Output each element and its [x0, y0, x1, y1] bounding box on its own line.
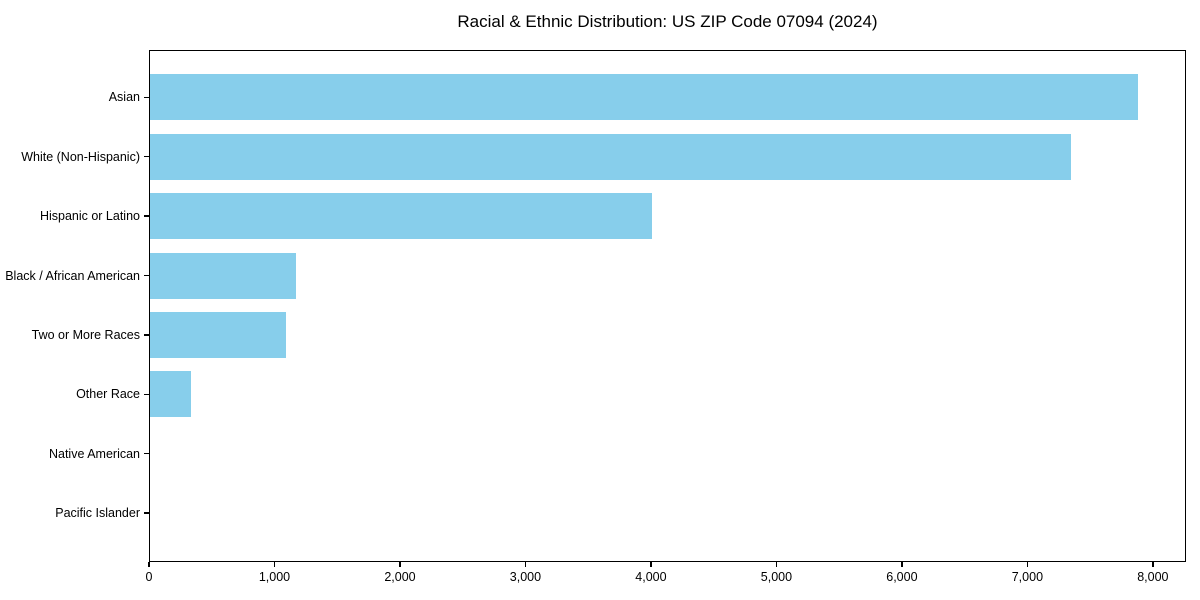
x-tick: [650, 562, 652, 567]
x-tick: [1152, 562, 1154, 567]
y-tick-label: Other Race: [76, 387, 140, 402]
x-tick-label: 3,000: [509, 570, 542, 584]
y-tick: [144, 393, 149, 396]
x-tick-label: 7,000: [1011, 570, 1044, 584]
y-tick: [144, 452, 149, 455]
y-tick: [144, 215, 149, 217]
x-tick: [1026, 562, 1029, 567]
x-tick: [901, 562, 903, 567]
x-tick-label: 1,000: [258, 570, 291, 584]
bar-asian: [150, 74, 1138, 121]
y-tick-label: White (Non-Hispanic): [21, 149, 140, 164]
y-tick-label: Two or More Races: [31, 327, 140, 342]
x-tick-label: 8,000: [1137, 570, 1169, 584]
y-tick-label: Native American: [48, 446, 140, 461]
bar-white-non-hispanic: [150, 133, 1072, 180]
y-tick-label: Pacific Islander: [55, 506, 140, 521]
bar-black-african-american: [150, 252, 297, 299]
y-tick: [144, 155, 149, 158]
y-tick-label: Black / African American: [5, 268, 140, 283]
y-tick-label: Hispanic or Latino: [39, 209, 140, 224]
x-tick: [399, 562, 401, 567]
x-tick-label: 6,000: [886, 570, 918, 584]
x-tick: [775, 562, 778, 567]
y-tick: [144, 512, 149, 514]
x-tick: [148, 562, 150, 567]
y-tick: [144, 334, 149, 336]
bar-hispanic-or-latino: [150, 193, 652, 240]
x-tick-label: 5,000: [760, 570, 793, 584]
y-tick-label: Asian: [108, 90, 140, 105]
x-tick-label: 2,000: [384, 570, 416, 584]
y-tick: [144, 96, 149, 99]
y-tick: [144, 274, 149, 277]
x-tick-label: 0: [145, 570, 153, 584]
x-tick: [524, 562, 527, 567]
plot-area: [149, 50, 1186, 562]
x-tick-label: 4,000: [635, 570, 667, 584]
bar-two-or-more-races: [150, 311, 286, 358]
chart-title: Racial & Ethnic Distribution: US ZIP Cod…: [457, 12, 878, 31]
bar-other-race: [150, 371, 192, 418]
x-tick: [273, 562, 276, 567]
